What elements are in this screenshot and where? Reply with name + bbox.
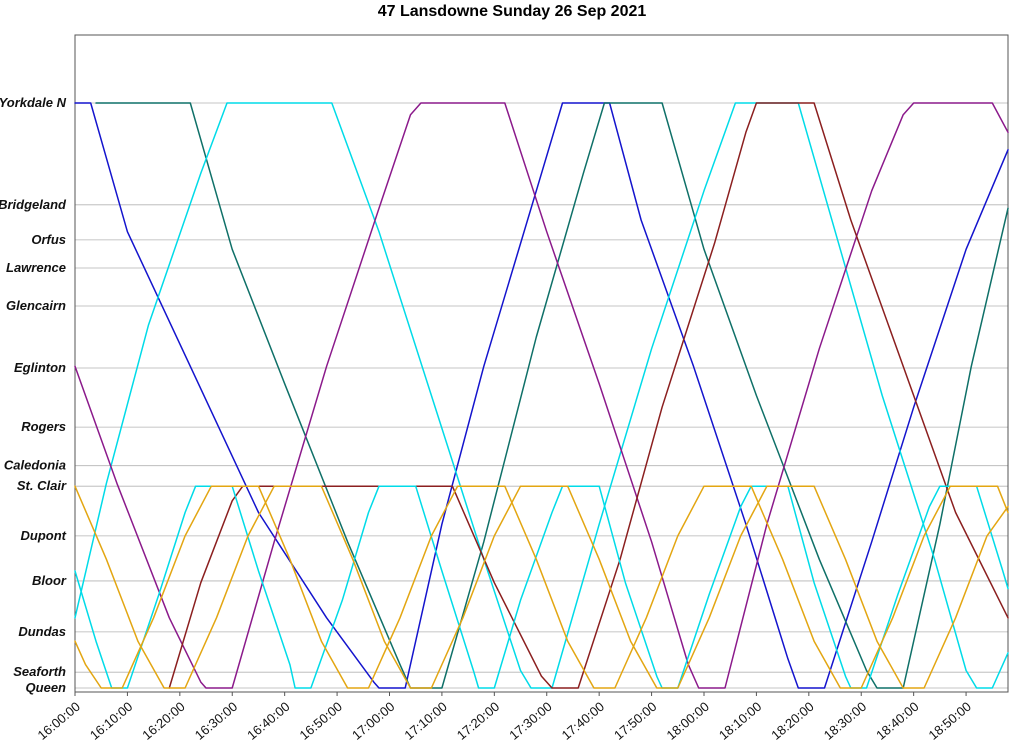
y-tick-label: Dundas <box>18 624 66 639</box>
x-tick-label: 16:00:00 <box>35 699 83 743</box>
x-tick-label: 17:50:00 <box>611 699 659 743</box>
x-tick-label: 17:20:00 <box>454 699 502 743</box>
x-tick-label: 18:10:00 <box>716 699 764 743</box>
y-tick-label: Queen <box>26 680 67 695</box>
x-tick-label: 18:00:00 <box>664 699 712 743</box>
y-tick-label: St. Clair <box>17 478 67 493</box>
x-tick-label: 18:50:00 <box>926 699 974 743</box>
vehicle-orange-1-line <box>74 485 1009 689</box>
x-tick-label: 17:40:00 <box>559 699 607 743</box>
x-tick-label: 18:20:00 <box>768 699 816 743</box>
vehicle-purple-line <box>74 102 1009 689</box>
y-tick-label: Glencairn <box>6 298 66 313</box>
y-tick-label: Caledonia <box>4 458 66 473</box>
x-tick-label: 16:30:00 <box>192 699 240 743</box>
x-tick-label: 17:30:00 <box>506 699 554 743</box>
x-tick-label: 17:10:00 <box>401 699 449 743</box>
y-tick-label: Rogers <box>21 419 66 434</box>
vehicle-cyan-shortturn-line <box>74 485 1009 689</box>
y-tick-label: Bloor <box>32 573 67 588</box>
y-tick-label: Yorkdale N <box>0 95 67 110</box>
vehicle-blue-line <box>74 102 1009 689</box>
x-tick-label: 16:50:00 <box>297 699 345 743</box>
y-tick-label: Bridgeland <box>0 197 67 212</box>
plot-border <box>74 34 1009 693</box>
x-tick-label: 16:40:00 <box>244 699 292 743</box>
y-tick-label: Orfus <box>31 232 66 247</box>
x-tick-label: 18:30:00 <box>821 699 869 743</box>
chart-title: 47 Lansdowne Sunday 26 Sep 2021 <box>377 3 647 20</box>
vehicle-orange-2-line <box>74 485 1009 689</box>
vehicle-cyan-line <box>74 102 1009 689</box>
x-tick-label: 17:00:00 <box>349 699 397 743</box>
y-tick-label: Seaforth <box>13 664 66 679</box>
vehicle-teal-line <box>95 102 1009 689</box>
y-tick-label: Lawrence <box>6 260 66 275</box>
x-tick-label: 16:20:00 <box>139 699 187 743</box>
y-tick-label: Dupont <box>21 528 67 543</box>
y-tick-label: Eglinton <box>14 360 66 375</box>
x-tick-label: 18:40:00 <box>873 699 921 743</box>
x-tick-label: 16:10:00 <box>87 699 135 743</box>
